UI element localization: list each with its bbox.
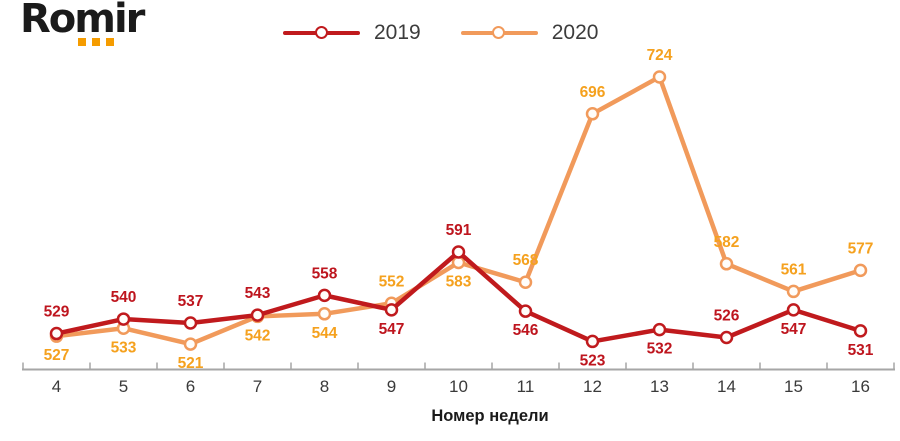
data-label-2019: 532 bbox=[647, 341, 673, 358]
data-point-2019 bbox=[853, 324, 868, 338]
data-label-2020: 527 bbox=[44, 347, 70, 364]
x-tick-label: 13 bbox=[650, 377, 669, 396]
data-label-2019: 546 bbox=[513, 322, 539, 339]
logo-text: Romir bbox=[20, 0, 145, 42]
data-label-2020: 724 bbox=[647, 47, 673, 64]
legend-label-2020: 2020 bbox=[551, 21, 599, 44]
data-label-2019: 540 bbox=[111, 289, 137, 306]
data-label-2019: 537 bbox=[178, 293, 204, 310]
data-point-2020 bbox=[585, 107, 600, 121]
data-label-2020: 568 bbox=[513, 252, 539, 269]
data-point-2019 bbox=[250, 308, 265, 322]
x-tick-label: 16 bbox=[851, 377, 870, 396]
x-tick-label: 10 bbox=[449, 377, 468, 396]
legend-item-2019: 2019 bbox=[283, 22, 421, 43]
data-point-2019 bbox=[451, 245, 466, 259]
data-label-2020: 521 bbox=[178, 355, 204, 372]
data-label-2020: 552 bbox=[379, 273, 405, 290]
data-label-2019: 547 bbox=[781, 321, 807, 338]
data-label-2019: 523 bbox=[580, 352, 606, 369]
x-axis-title: Номер недели bbox=[431, 407, 548, 425]
data-label-2020: 561 bbox=[781, 261, 807, 278]
data-label-2020: 542 bbox=[245, 327, 271, 344]
legend-item-2020: 2020 bbox=[460, 21, 599, 44]
data-point-2020 bbox=[518, 275, 533, 289]
data-point-2019 bbox=[116, 312, 131, 326]
data-point-2019 bbox=[317, 288, 332, 303]
data-point-2020 bbox=[652, 70, 667, 84]
data-label-2019: 558 bbox=[312, 265, 338, 282]
data-point-2019 bbox=[786, 303, 801, 317]
data-label-2019: 547 bbox=[379, 321, 405, 338]
romir-logo: Romir bbox=[20, 0, 145, 46]
data-label-2020: 544 bbox=[312, 325, 338, 342]
data-point-2019 bbox=[585, 334, 600, 349]
data-label-2019: 543 bbox=[245, 285, 271, 302]
data-point-2019 bbox=[518, 304, 533, 318]
data-label-2019: 529 bbox=[44, 304, 70, 321]
legend-swatch-2020 bbox=[460, 25, 538, 40]
data-label-2020: 577 bbox=[848, 240, 874, 257]
x-tick-label: 5 bbox=[119, 377, 128, 396]
data-point-2019 bbox=[652, 322, 667, 337]
data-point-2019 bbox=[719, 330, 734, 345]
data-label-2019: 531 bbox=[848, 342, 874, 359]
data-point-2020 bbox=[183, 337, 198, 351]
data-point-2020 bbox=[719, 257, 734, 271]
data-label-2020: 583 bbox=[446, 273, 472, 290]
logo-dots-icon bbox=[78, 38, 114, 46]
x-tick-label: 12 bbox=[583, 377, 602, 396]
data-label-2020: 533 bbox=[111, 339, 137, 356]
data-label-2020: 582 bbox=[714, 234, 740, 251]
x-tick-label: 11 bbox=[517, 377, 535, 396]
data-point-2020 bbox=[317, 307, 332, 321]
data-point-2020 bbox=[853, 263, 868, 278]
x-tick-label: 14 bbox=[717, 377, 736, 396]
x-tick-label: 7 bbox=[253, 377, 262, 396]
data-point-2019 bbox=[183, 316, 198, 330]
legend-marker-2019 bbox=[314, 25, 328, 39]
x-tick-label: 8 bbox=[320, 377, 329, 396]
legend-marker-2020 bbox=[492, 25, 506, 39]
x-tick-label: 9 bbox=[387, 377, 396, 396]
data-label-2020: 696 bbox=[580, 84, 606, 101]
legend-label-2019: 2019 bbox=[374, 21, 421, 44]
legend-swatch-2019 bbox=[283, 25, 360, 40]
x-tick-label: 15 bbox=[784, 377, 803, 396]
x-tick-label: 6 bbox=[186, 377, 195, 396]
data-point-2020 bbox=[786, 284, 801, 299]
data-label-2019: 591 bbox=[446, 222, 472, 239]
x-tick-label: 4 bbox=[52, 377, 61, 396]
chart-legend: 2019 2020 bbox=[283, 22, 598, 43]
data-label-2019: 526 bbox=[714, 307, 740, 324]
data-point-2019 bbox=[49, 326, 64, 341]
data-point-2019 bbox=[384, 303, 399, 317]
